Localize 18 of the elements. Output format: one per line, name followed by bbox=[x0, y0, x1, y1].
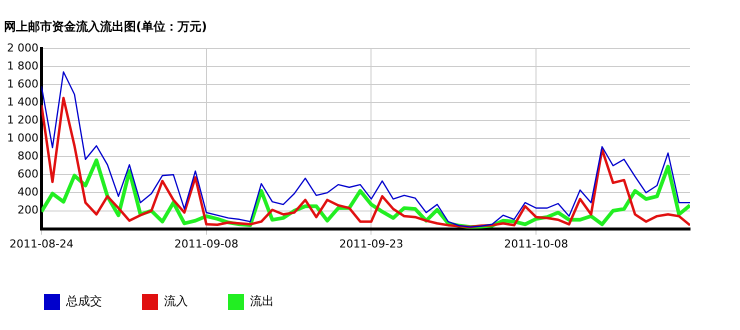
x-tick-label: 2011-09-08 bbox=[174, 237, 238, 250]
y-tick-label: 200 bbox=[17, 204, 38, 217]
y-tick-label: 600 bbox=[17, 168, 38, 181]
y-tick-label: 1 600 bbox=[6, 77, 38, 90]
y-tick-label: 1 200 bbox=[6, 113, 38, 126]
y-tick-label: 400 bbox=[17, 186, 38, 199]
y-tick-label: 1 000 bbox=[6, 131, 38, 144]
y-tick-label: 1 400 bbox=[6, 95, 38, 108]
chart-title: 网上邮市资金流入流出图(单位：万元) bbox=[4, 19, 207, 34]
x-tick-label: 2011-09-23 bbox=[339, 237, 404, 250]
x-tick-label: 2011-08-24 bbox=[10, 237, 74, 250]
legend-label: 流出 bbox=[250, 294, 274, 308]
legend-label: 流入 bbox=[164, 294, 188, 308]
y-tick-label: 2 000 bbox=[6, 41, 38, 54]
legend-label: 总成交 bbox=[65, 294, 102, 308]
y-tick-label: 1 800 bbox=[6, 59, 38, 72]
y-tick-label: 800 bbox=[17, 150, 38, 162]
x-tick-label: 2011-10-08 bbox=[504, 237, 568, 250]
